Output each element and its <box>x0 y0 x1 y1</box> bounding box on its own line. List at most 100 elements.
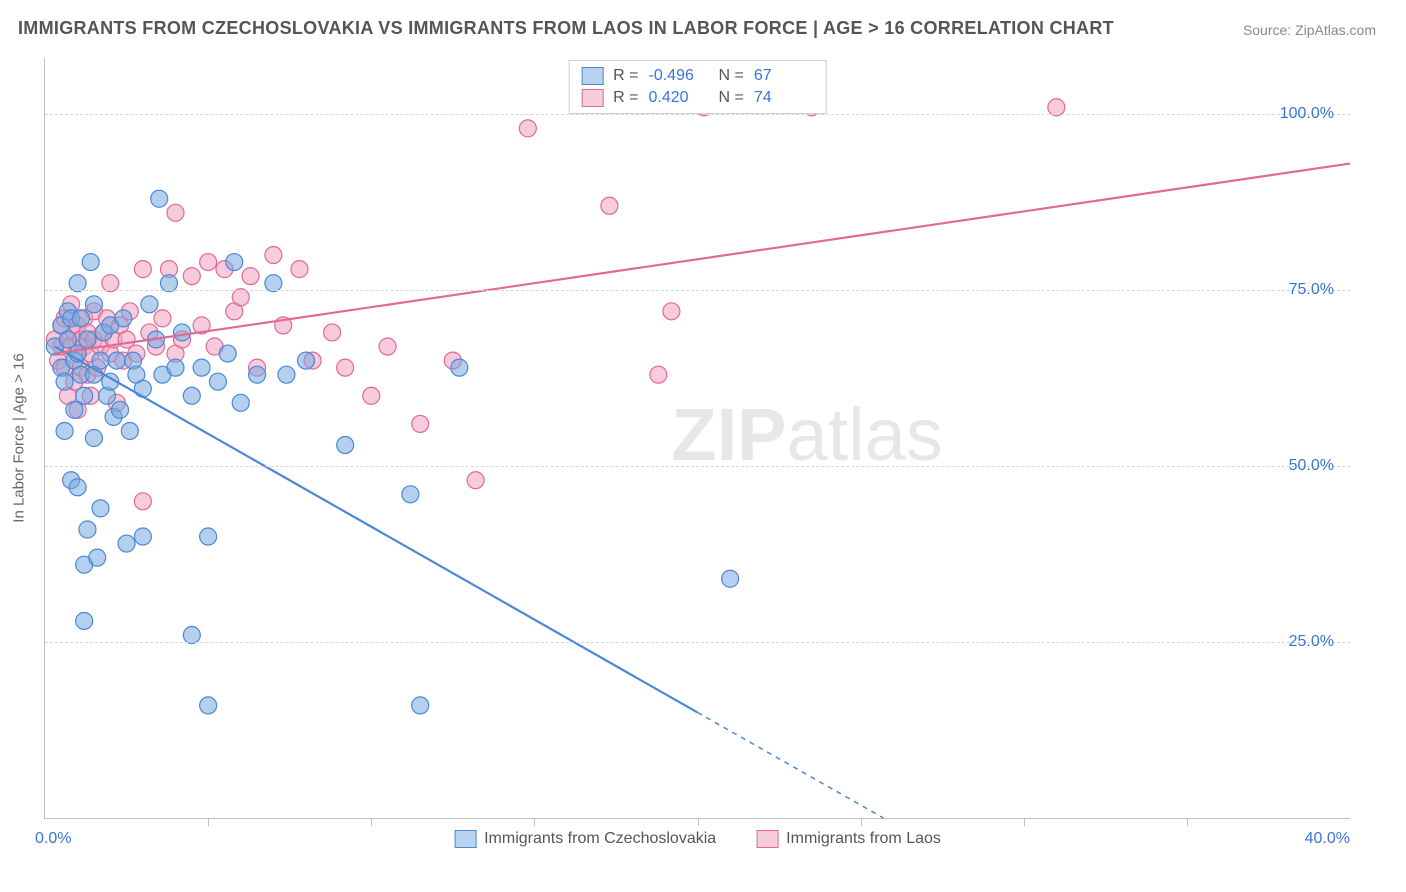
data-point-czech <box>722 570 739 587</box>
swatch-czech <box>581 67 603 85</box>
data-point-laos <box>663 303 680 320</box>
data-point-laos <box>134 493 151 510</box>
data-point-laos <box>242 268 259 285</box>
y-tick-label: 100.0% <box>1280 105 1334 123</box>
data-point-czech <box>265 275 282 292</box>
data-point-laos <box>1048 99 1065 116</box>
data-point-czech <box>200 697 217 714</box>
data-point-czech <box>85 296 102 313</box>
data-point-czech <box>412 697 429 714</box>
data-point-czech <box>79 331 96 348</box>
data-point-czech <box>141 296 158 313</box>
data-point-laos <box>291 261 308 278</box>
scatter-svg <box>45 58 1350 818</box>
data-point-czech <box>183 387 200 404</box>
data-point-czech <box>92 352 109 369</box>
swatch-laos <box>581 89 603 107</box>
data-point-laos <box>650 366 667 383</box>
data-point-laos <box>154 310 171 327</box>
data-point-czech <box>108 352 125 369</box>
data-point-czech <box>76 387 93 404</box>
gridline <box>45 466 1350 467</box>
y-axis-title: In Labor Force | Age > 16 <box>11 353 28 522</box>
data-point-czech <box>134 528 151 545</box>
data-point-czech <box>183 627 200 644</box>
regression-line-laos <box>55 164 1350 354</box>
data-point-czech <box>249 366 266 383</box>
data-point-laos <box>467 472 484 489</box>
data-point-czech <box>278 366 295 383</box>
data-point-laos <box>167 204 184 221</box>
data-point-czech <box>121 422 138 439</box>
data-point-laos <box>200 254 217 271</box>
y-tick-label: 25.0% <box>1289 633 1334 651</box>
x-tick <box>534 818 535 826</box>
swatch-czech <box>454 830 476 848</box>
gridline <box>45 290 1350 291</box>
R-value-laos: 0.420 <box>649 87 709 109</box>
gridline <box>45 642 1350 643</box>
N-label: N = <box>719 87 744 109</box>
N-value-laos: 74 <box>754 87 814 109</box>
data-point-czech <box>92 500 109 517</box>
R-label: R = <box>613 65 638 87</box>
y-tick-label: 75.0% <box>1289 281 1334 299</box>
data-point-czech <box>134 380 151 397</box>
legend-item-czech: Immigrants from Czechoslovakia <box>454 830 716 848</box>
data-point-czech <box>118 535 135 552</box>
chart-title: IMMIGRANTS FROM CZECHOSLOVAKIA VS IMMIGR… <box>18 18 1114 39</box>
data-point-czech <box>232 394 249 411</box>
data-point-laos <box>324 324 341 341</box>
data-point-laos <box>379 338 396 355</box>
data-point-czech <box>298 352 315 369</box>
regression-ext-czech <box>698 712 884 818</box>
data-point-czech <box>79 521 96 538</box>
R-label: R = <box>613 87 638 109</box>
data-point-czech <box>174 324 191 341</box>
series-legend: Immigrants from Czechoslovakia Immigrant… <box>454 830 941 848</box>
data-point-laos <box>232 289 249 306</box>
data-point-laos <box>519 120 536 137</box>
data-point-laos <box>412 415 429 432</box>
source-attribution: Source: ZipAtlas.com <box>1243 22 1376 38</box>
data-point-czech <box>219 345 236 362</box>
x-axis-max-label: 40.0% <box>1305 830 1350 848</box>
R-value-czech: -0.496 <box>649 65 709 87</box>
N-value-czech: 67 <box>754 65 814 87</box>
data-point-czech <box>151 190 168 207</box>
data-point-czech <box>160 275 177 292</box>
x-tick <box>861 818 862 826</box>
data-point-czech <box>200 528 217 545</box>
legend-row-laos: R = 0.420 N = 74 <box>581 87 814 109</box>
legend-label-laos: Immigrants from Laos <box>786 830 941 848</box>
data-point-czech <box>115 310 132 327</box>
data-point-czech <box>72 310 89 327</box>
data-point-czech <box>402 486 419 503</box>
data-point-laos <box>337 359 354 376</box>
data-point-czech <box>85 430 102 447</box>
data-point-laos <box>134 261 151 278</box>
data-point-czech <box>167 359 184 376</box>
data-point-czech <box>56 373 73 390</box>
data-point-czech <box>82 254 99 271</box>
legend-row-czech: R = -0.496 N = 67 <box>581 65 814 87</box>
x-tick <box>1024 818 1025 826</box>
gridline <box>45 114 1350 115</box>
data-point-laos <box>601 197 618 214</box>
x-tick <box>371 818 372 826</box>
plot-area: In Labor Force | Age > 16 ZIPatlas R = -… <box>44 58 1350 819</box>
data-point-czech <box>209 373 226 390</box>
data-point-czech <box>56 422 73 439</box>
swatch-laos <box>756 830 778 848</box>
data-point-laos <box>363 387 380 404</box>
data-point-laos <box>102 275 119 292</box>
data-point-czech <box>337 437 354 454</box>
data-point-czech <box>193 359 210 376</box>
N-label: N = <box>719 65 744 87</box>
data-point-laos <box>265 247 282 264</box>
data-point-czech <box>226 254 243 271</box>
data-point-czech <box>112 401 129 418</box>
data-point-czech <box>89 549 106 566</box>
y-tick-label: 50.0% <box>1289 457 1334 475</box>
correlation-legend: R = -0.496 N = 67 R = 0.420 N = 74 <box>568 60 827 114</box>
